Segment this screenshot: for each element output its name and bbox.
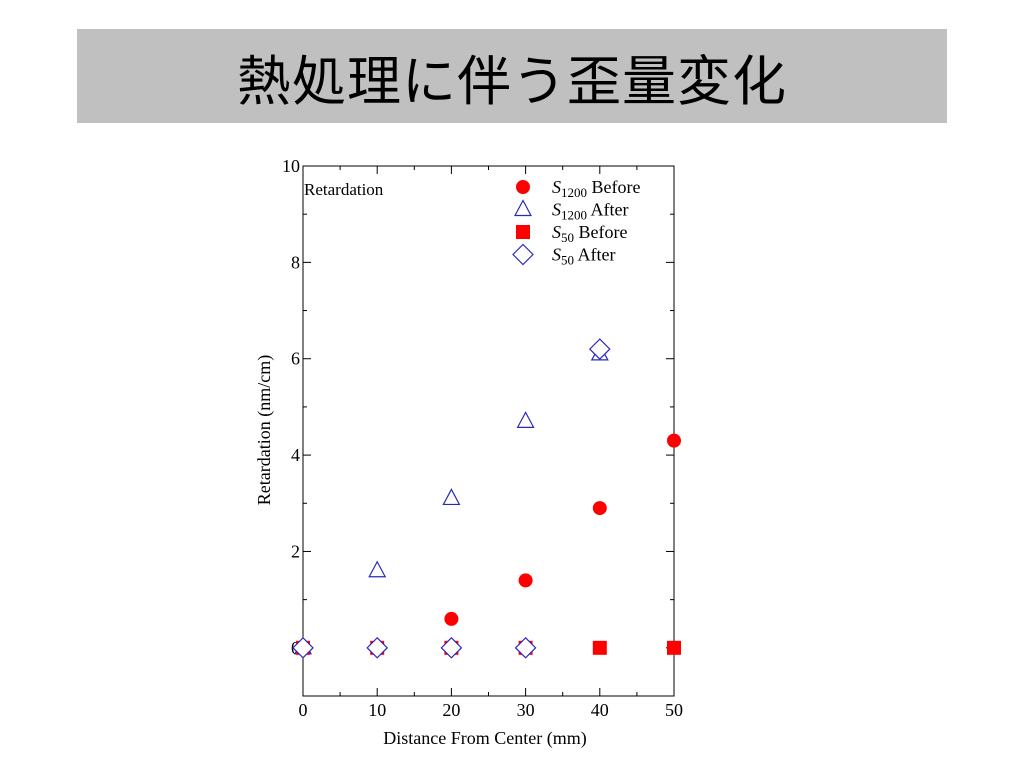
x-tick-label: 0 — [299, 700, 308, 720]
y-tick-label: 6 — [291, 349, 300, 369]
y-tick-label: 4 — [291, 445, 300, 465]
legend-label-1: S1200 Before — [552, 177, 640, 200]
x-tick-label: 20 — [442, 700, 460, 720]
data-point-series-4 — [514, 636, 537, 659]
x-tick-label: 10 — [368, 700, 386, 720]
data-point-series-1 — [444, 611, 459, 626]
data-point-series-2 — [516, 411, 535, 428]
legend-label-2: S1200 After — [552, 200, 628, 223]
legend-marker-2 — [514, 199, 532, 217]
slide-title-bar: 熱処理に伴う歪量変化 — [77, 29, 947, 123]
x-tick-label: 40 — [591, 700, 609, 720]
plot-annotation: Retardation — [304, 180, 384, 199]
data-point-series-4 — [588, 338, 611, 360]
y-tick-label: 10 — [282, 156, 300, 176]
legend-label-3: S50 Before — [552, 222, 627, 245]
data-point-series-3 — [592, 640, 607, 655]
data-point-series-1 — [667, 433, 681, 448]
plot-axes: 010203040500246810 — [282, 156, 683, 720]
plot-marks — [292, 338, 681, 659]
data-point-series-4 — [366, 636, 389, 659]
x-tick-label: 30 — [517, 700, 535, 720]
y-axis-label: Retardation (nm/cm) — [254, 355, 275, 505]
data-point-series-4 — [292, 636, 314, 659]
x-axis-label: Distance From Center (mm) — [383, 728, 586, 749]
y-tick-label: 2 — [291, 541, 300, 561]
data-point-series-4 — [440, 636, 463, 659]
y-tick-label: 8 — [291, 252, 300, 272]
data-point-series-2 — [368, 560, 387, 578]
legend-marker-3 — [516, 225, 530, 239]
data-point-series-3 — [667, 640, 681, 655]
data-point-series-1 — [592, 501, 607, 516]
data-point-series-2 — [442, 488, 461, 506]
x-tick-label: 50 — [665, 700, 683, 720]
data-point-series-1 — [518, 573, 533, 588]
slide-title: 熱処理に伴う歪量変化 — [237, 49, 787, 113]
legend-label-4: S50 After — [552, 245, 615, 268]
legend-marker-1 — [516, 180, 530, 194]
plot-frame — [302, 165, 675, 697]
legend-marker-4 — [512, 243, 534, 266]
